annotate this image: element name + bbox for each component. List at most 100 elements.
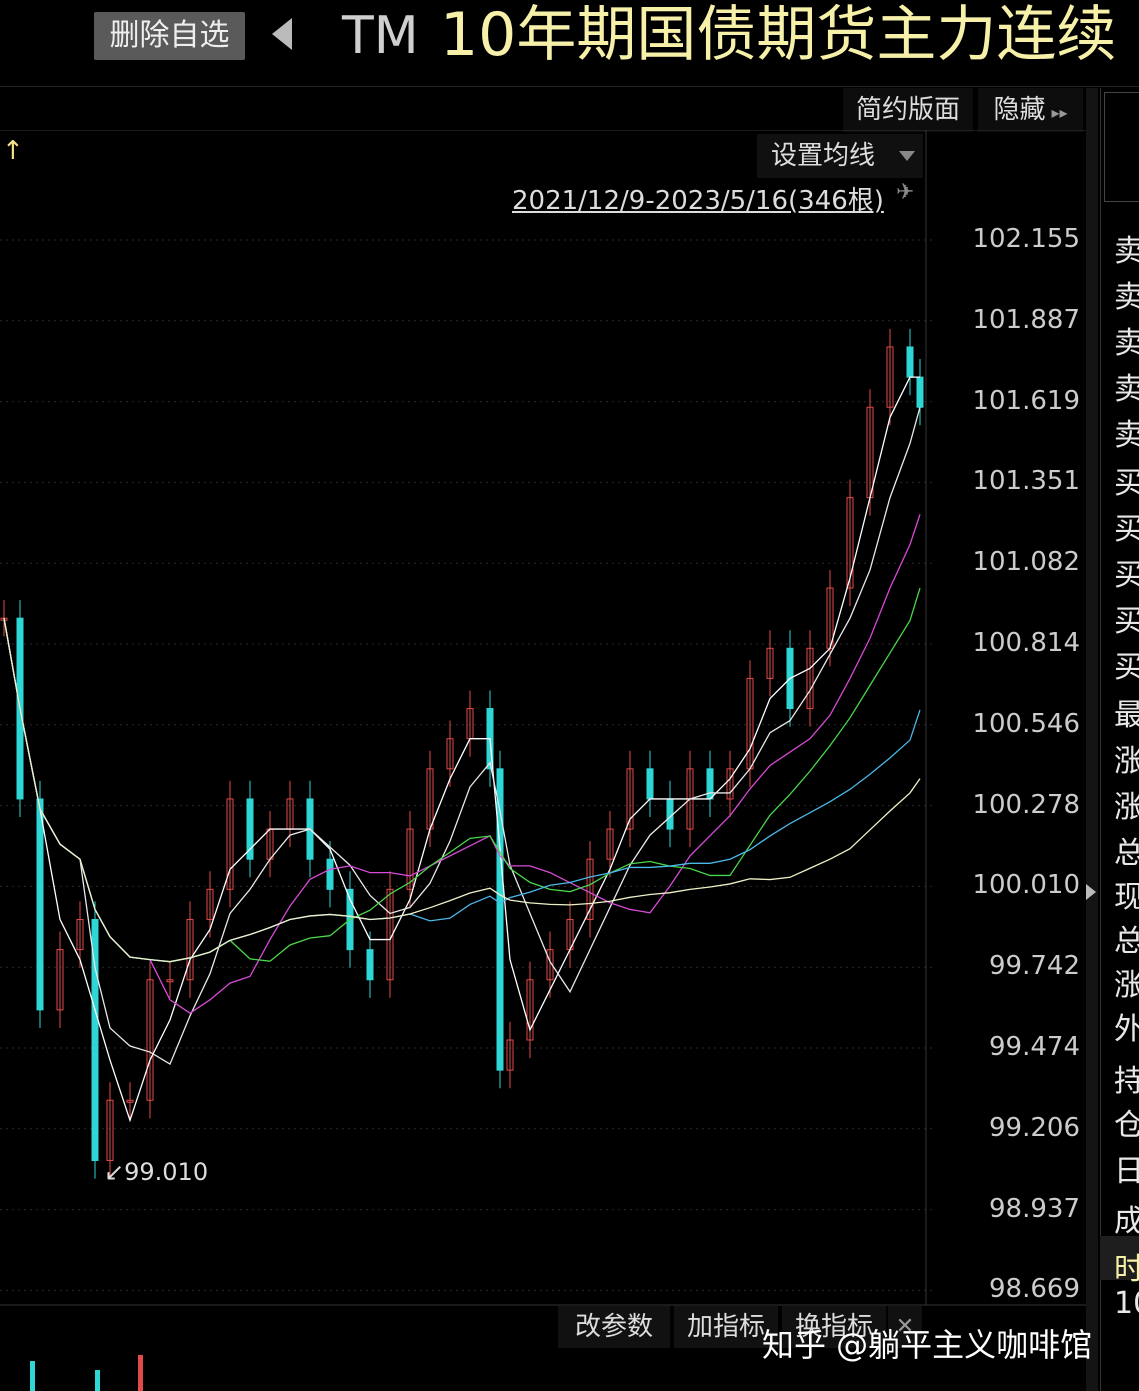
side-item: 最 — [1114, 698, 1139, 733]
set-ma-dropdown[interactable]: 设置均线 — [757, 134, 923, 178]
candle-body — [126, 1099, 134, 1103]
candle-body — [646, 768, 654, 800]
candle-body — [666, 798, 674, 830]
candle-body — [406, 828, 414, 890]
volume-bar — [95, 1370, 100, 1391]
candle-body — [726, 768, 734, 800]
candle-body — [916, 376, 924, 408]
side-item: 卖 — [1114, 418, 1139, 453]
side-item: 涨 — [1114, 968, 1139, 1003]
double-chevron-right-icon: ▸▸ — [1051, 103, 1068, 122]
side-time-highlight — [1100, 1236, 1139, 1280]
side-item: 买 — [1114, 604, 1139, 639]
candle-body — [76, 918, 84, 951]
side-box — [1104, 92, 1139, 202]
candle-body — [626, 768, 634, 830]
candle-body — [906, 346, 914, 378]
candle-body — [506, 1039, 514, 1071]
candle-body — [36, 798, 44, 1011]
candle-body — [496, 768, 504, 1071]
candle-body — [766, 647, 774, 679]
y-tick-label: 99.206 — [989, 1112, 1080, 1143]
side-item: 卖 — [1114, 372, 1139, 407]
candle-body — [186, 918, 194, 981]
candle-body — [226, 798, 234, 890]
contract-code: TM — [342, 6, 419, 66]
hide-button[interactable]: 隐藏 ▸▸ — [978, 88, 1083, 132]
simple-layout-button[interactable]: 简约版面 — [843, 88, 973, 132]
contract-name: 10年期国债期货主力连续 — [440, 0, 1117, 70]
candle-body — [166, 979, 174, 983]
y-tick-label: 101.619 — [972, 385, 1080, 416]
ma120-line — [3, 618, 921, 963]
candle-body — [606, 828, 614, 860]
low-price-value: 99.010 — [124, 1158, 209, 1186]
side-item: 10 — [1114, 1286, 1139, 1321]
up-arrow-icon: ↑ — [2, 136, 24, 166]
volume-bar — [30, 1361, 35, 1391]
ma5-line — [3, 376, 920, 1123]
candle-body — [91, 918, 99, 1162]
pin-icon[interactable]: ✈ — [896, 180, 915, 205]
close-icon[interactable]: ✕ — [888, 1306, 922, 1348]
candle-body — [546, 949, 554, 981]
side-item: 总 — [1114, 924, 1139, 959]
side-item: 持 — [1114, 1064, 1139, 1099]
ma20-line — [3, 514, 921, 1015]
candle-body — [526, 979, 534, 1041]
candle-body — [56, 949, 64, 1011]
side-item: 成 — [1114, 1204, 1139, 1239]
side-item: 买 — [1114, 466, 1139, 501]
expand-right-icon[interactable] — [1086, 884, 1096, 900]
side-item: 卖 — [1114, 280, 1139, 315]
side-item: 现 — [1114, 880, 1139, 915]
switch-indicator-button[interactable]: 换指标 — [782, 1306, 886, 1348]
vertical-scrollbar[interactable] — [1086, 88, 1098, 1391]
candle-body — [106, 1099, 114, 1162]
y-tick-label: 100.546 — [972, 708, 1080, 739]
y-tick-label: 98.937 — [989, 1193, 1080, 1224]
delete-favorite-button[interactable]: 删除自选 — [94, 12, 245, 60]
candle-body — [446, 738, 454, 770]
y-tick-label: 102.155 — [972, 224, 1080, 254]
candle-body — [706, 768, 714, 800]
add-indicator-button[interactable]: 加指标 — [674, 1306, 778, 1348]
side-item: 外 — [1114, 1012, 1139, 1047]
y-tick-label: 101.082 — [972, 547, 1080, 578]
side-item: 总 — [1114, 836, 1139, 871]
y-tick-label: 100.814 — [972, 628, 1080, 658]
side-item: 卖 — [1114, 326, 1139, 361]
ma10-line — [3, 407, 921, 1066]
candle-body — [326, 858, 334, 890]
ma60-line — [3, 618, 921, 963]
side-item: 涨 — [1114, 744, 1139, 779]
side-item: 卖 — [1114, 234, 1139, 269]
y-tick-label: 98.669 — [989, 1274, 1080, 1305]
candle-body — [206, 888, 214, 920]
side-item: 仓 — [1114, 1108, 1139, 1143]
candlestick-chart[interactable] — [0, 130, 1086, 1391]
side-item: 涨 — [1114, 790, 1139, 825]
caret-down-icon — [899, 151, 915, 161]
modify-params-button[interactable]: 改参数 — [558, 1306, 670, 1348]
side-item: 买 — [1114, 650, 1139, 685]
y-tick-label: 100.278 — [972, 789, 1080, 820]
candle-body — [846, 497, 854, 589]
back-arrow-icon[interactable] — [272, 18, 292, 50]
side-item: 买 — [1114, 558, 1139, 593]
set-ma-label: 设置均线 — [771, 141, 876, 171]
side-panel — [1100, 88, 1139, 1391]
candle-body — [246, 798, 254, 860]
candle-body — [146, 979, 154, 1101]
side-item: 时 — [1114, 1252, 1139, 1287]
y-tick-label: 99.742 — [989, 951, 1080, 982]
watermark: 知乎 @躺平主义咖啡馆 — [762, 1326, 1093, 1364]
candle-body — [806, 647, 814, 710]
y-tick-label: 101.887 — [972, 304, 1080, 335]
volume-bar — [138, 1355, 143, 1391]
low-price-annotation: ↙99.010 — [104, 1158, 209, 1186]
y-tick-label: 100.010 — [972, 870, 1080, 901]
date-range-link[interactable]: 2021/12/9-2023/5/16(346根) — [512, 186, 884, 216]
side-item: 买 — [1114, 512, 1139, 547]
candle-body — [886, 346, 894, 408]
